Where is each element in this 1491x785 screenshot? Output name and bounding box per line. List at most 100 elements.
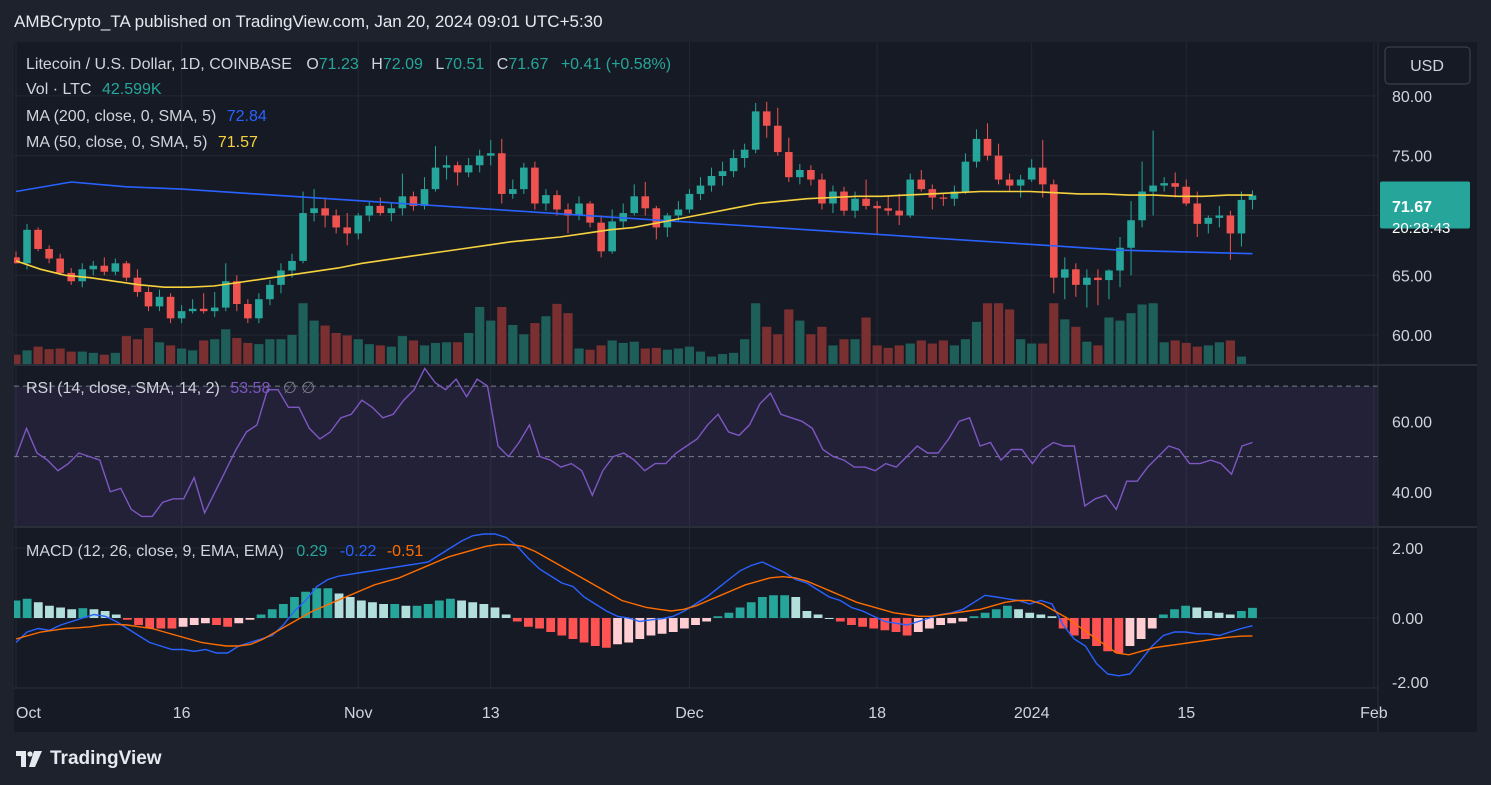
macd-tick-label: 2.00 — [1392, 541, 1423, 558]
volume-bar — [839, 339, 849, 364]
candle — [1171, 172, 1179, 198]
time-tick-label: 13 — [482, 705, 500, 722]
volume-bar — [1225, 340, 1235, 364]
chart-svg[interactable]: 80.00 75.00 65.00 60.00 60.00 40.00 2.00 0.00… — [11, 42, 1477, 732]
volume-bar — [993, 303, 1004, 364]
candle — [696, 177, 705, 200]
macd-histogram-bar — [468, 602, 478, 618]
volume-bar — [585, 349, 595, 364]
volume-bar — [1126, 313, 1136, 364]
rsi-tick-label: 40.00 — [1392, 485, 1432, 502]
candle — [1105, 269, 1113, 300]
volume-bar — [762, 326, 772, 364]
footer-brand: TradingView — [16, 748, 162, 770]
macd-histogram-bar — [1069, 618, 1079, 636]
volume-bar — [430, 342, 441, 364]
macd-histogram-bar — [1003, 605, 1012, 618]
candle — [873, 201, 881, 234]
chart-area[interactable]: 80.00 75.00 65.00 60.00 60.00 40.00 2.00 0.00… — [11, 42, 1477, 732]
macd-histogram-bar — [691, 618, 700, 625]
volume-bar — [1104, 317, 1114, 364]
macd-histogram-bar — [869, 618, 879, 629]
macd-histogram-bar — [936, 618, 945, 625]
currency-button-label: USD — [1410, 58, 1444, 75]
macd-histogram-bar — [925, 618, 934, 629]
candle — [1072, 263, 1080, 297]
legend-macd-label: MACD (12, 26, close, 9, EMA, EMA) — [26, 543, 284, 560]
macd-histogram-bar — [501, 614, 511, 618]
legend-l-value: 70.51 — [444, 56, 484, 73]
volume-bar — [22, 350, 32, 364]
volume-bar — [563, 313, 573, 364]
candle — [1226, 210, 1235, 260]
macd-histogram-bar — [713, 616, 723, 618]
price-tick-label: 75.00 — [1392, 149, 1432, 166]
volume-bar — [419, 345, 430, 364]
macd-histogram-bar — [858, 618, 867, 627]
candle — [365, 201, 374, 222]
bar-countdown: 20:28:43 — [1392, 220, 1450, 237]
macd-histogram-bar — [891, 618, 901, 632]
volume-bar — [751, 303, 761, 364]
volume-bar — [320, 325, 330, 364]
candle — [45, 245, 53, 264]
macd-histogram-bar — [11, 600, 21, 618]
macd-line — [15, 533, 1253, 677]
macd-histogram-bar — [434, 600, 444, 618]
volume-bar — [508, 324, 518, 364]
candle — [1215, 205, 1224, 228]
macd-histogram-bar — [479, 604, 489, 618]
macd-histogram-bar — [1092, 618, 1101, 646]
macd-histogram-bar — [167, 618, 177, 629]
rsi-line — [15, 367, 1253, 518]
macd-histogram-bar — [880, 618, 890, 631]
volume-bar — [850, 339, 860, 364]
candle — [773, 107, 782, 156]
volume-bar — [607, 340, 617, 364]
volume-bar — [773, 334, 783, 364]
macd-histogram-bar — [223, 618, 233, 627]
macd-histogram-bar — [1114, 618, 1124, 653]
volume-bar — [883, 347, 893, 364]
candle — [464, 158, 473, 178]
macd-histogram-bar — [1014, 609, 1023, 618]
candle — [1248, 190, 1257, 210]
macd-histogram-bar — [446, 598, 455, 618]
volume-bar — [1093, 345, 1103, 364]
macd-histogram-bar — [368, 602, 377, 618]
macd-histogram-bar — [724, 612, 734, 618]
volume-bar — [806, 334, 816, 364]
candle — [343, 213, 351, 246]
macd-histogram-bar — [1136, 618, 1146, 639]
volume-bar — [629, 341, 639, 364]
volume-bar — [408, 340, 419, 364]
volume-bar — [276, 339, 286, 364]
candle — [199, 293, 208, 314]
volume-bar — [254, 344, 264, 364]
candle — [520, 162, 528, 194]
candle — [1204, 215, 1213, 234]
volume-bar — [486, 320, 496, 364]
volume-bar — [353, 339, 363, 364]
volume-bar — [916, 340, 926, 364]
candle — [961, 153, 970, 194]
legend-rsi-label: RSI (14, close, SMA, 14, 2) — [26, 380, 220, 397]
candle — [917, 170, 926, 192]
candle — [1027, 159, 1036, 182]
volume-bar — [331, 333, 341, 364]
time-tick-label: 15 — [1177, 705, 1195, 722]
volume-bar — [927, 343, 937, 364]
legend-h-value: 72.09 — [383, 56, 423, 73]
macd-histogram-bar — [1080, 618, 1090, 639]
volume-bar — [938, 340, 948, 364]
macd-histogram-bar — [546, 618, 556, 632]
macd-histogram-bar — [757, 597, 767, 618]
candle — [1182, 179, 1191, 206]
legend-ma200-label: MA (200, close, 0, SMA, 5) — [26, 108, 216, 125]
publish-line: AMBCrypto_TA published on TradingView.co… — [14, 12, 603, 31]
currency-button[interactable]: USD — [1384, 46, 1471, 85]
volume-bar — [684, 346, 695, 364]
legend-macd-value: 0.29 — [296, 543, 327, 560]
volume-bar — [188, 350, 198, 364]
macd-tick-label: 0.00 — [1392, 611, 1423, 628]
